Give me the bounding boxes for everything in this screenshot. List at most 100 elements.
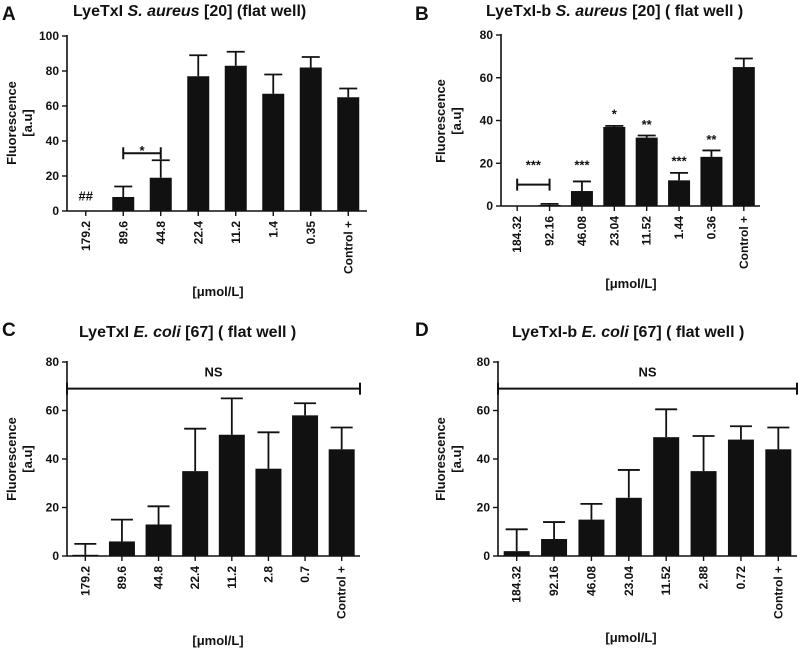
y-tick-label: 0	[483, 549, 490, 563]
x-tick-label: 2.8	[261, 566, 275, 583]
title-organism: S. aureus	[128, 3, 200, 20]
bar	[299, 67, 322, 211]
x-tick-label: Control +	[341, 221, 355, 274]
x-axis-label: [μmol/L]	[605, 630, 656, 645]
bar	[149, 177, 172, 211]
y-axis-label-line: Fluorescence	[4, 417, 19, 501]
bar	[541, 539, 568, 556]
bar	[668, 180, 691, 206]
chart-title: LyeTxI E. coli [67] ( flat well )	[79, 324, 296, 341]
x-tick-label: 0.36	[704, 216, 718, 240]
panel-label: B	[415, 4, 429, 25]
significance-marker: ##	[79, 189, 94, 204]
y-tick-label: 60	[46, 99, 60, 113]
significance-marker: *	[139, 143, 145, 158]
title-part: [67] ( flat well )	[629, 324, 745, 341]
x-tick-label: 22.4	[188, 566, 202, 590]
y-axis-label-line: Fluorescence	[433, 417, 448, 501]
x-tick-label: 23.04	[607, 216, 621, 246]
x-tick-label: 23.04	[622, 566, 636, 596]
bar	[635, 137, 658, 206]
x-tick-label: 179.2	[79, 221, 93, 251]
bar	[145, 524, 172, 556]
panel-label: A	[2, 4, 16, 25]
y-tick-label: 0	[52, 549, 59, 563]
bar	[292, 415, 319, 556]
bar	[653, 437, 680, 556]
bar	[224, 65, 247, 211]
chart-panel-d: D LyeTxI-b E. coli [67] ( flat well ) Fluo…	[415, 320, 798, 645]
bar	[615, 497, 642, 556]
bar	[182, 471, 209, 556]
bar	[603, 126, 626, 206]
y-tick-label: 60	[477, 404, 491, 418]
title-part: LyeTxI-b	[512, 324, 582, 341]
bar	[255, 468, 282, 556]
bar	[727, 439, 754, 556]
y-axis-label-line: [a.u]	[449, 107, 464, 134]
y-tick-label: 80	[480, 28, 494, 42]
y-tick-label: 40	[46, 134, 60, 148]
x-tick-label: 11.2	[229, 221, 243, 244]
significance-marker: ***	[574, 158, 590, 173]
panel-label: D	[415, 320, 429, 341]
chart-panel-b: B LyeTxI-b S. aureus [20] ( flat well ) Fl…	[415, 3, 760, 291]
significance-marker: ***	[671, 153, 687, 168]
y-tick-label: 100	[39, 29, 59, 43]
title-part: [20] ( flat well )	[628, 3, 744, 20]
x-tick-label: 184.32	[510, 216, 524, 253]
bar	[506, 205, 529, 207]
x-tick-label: Control +	[771, 566, 785, 619]
bar	[108, 541, 135, 556]
x-tick-label: 0.7	[298, 566, 312, 583]
x-tick-label: 2.88	[697, 566, 711, 590]
title-organism: E. coli	[582, 324, 630, 341]
significance-marker: NS	[638, 365, 656, 380]
bar	[690, 471, 717, 556]
bar	[337, 97, 360, 211]
x-tick-label: 22.4	[191, 221, 205, 245]
title-organism: E. coli	[134, 324, 182, 341]
x-axis-label: [μmol/L]	[192, 284, 243, 299]
significance-marker: **	[706, 132, 717, 147]
significance-marker: NS	[204, 365, 222, 380]
x-tick-label: 184.32	[510, 566, 524, 603]
x-tick-label: 89.6	[115, 566, 129, 590]
y-axis-label-line: [a.u]	[20, 445, 35, 472]
x-tick-label: Control +	[335, 566, 349, 619]
y-tick-label: 0	[52, 204, 59, 218]
chart-title: LyeTxI S. aureus [20] (flat well)	[73, 3, 306, 20]
x-tick-label: 1.4	[266, 221, 280, 238]
x-axis-label: [μmol/L]	[605, 276, 656, 291]
chart-panel-c: C LyeTxI E. coli [67] ( flat well ) Fluore…	[2, 320, 361, 648]
x-tick-label: 92.16	[547, 566, 561, 596]
y-axis-label-line: [a.u]	[449, 445, 464, 472]
chart-title: LyeTxI-b E. coli [67] ( flat well )	[512, 324, 744, 341]
y-tick-label: 40	[477, 452, 491, 466]
x-tick-label: 11.2	[225, 566, 239, 589]
y-tick-label: 20	[46, 501, 60, 515]
title-part: LyeTxI-b	[486, 3, 556, 20]
x-tick-label: 11.52	[659, 566, 673, 596]
x-tick-label: 1.44	[672, 216, 686, 240]
y-axis-label-line: Fluorescence	[4, 81, 19, 165]
bar	[765, 449, 792, 556]
chart-title: LyeTxI-b S. aureus [20] ( flat well )	[486, 3, 743, 20]
bar	[570, 191, 593, 206]
bar	[328, 449, 355, 556]
x-tick-label: 0.72	[734, 566, 748, 590]
bar	[74, 210, 97, 212]
title-part: LyeTxI	[79, 324, 134, 341]
y-tick-label: 80	[477, 355, 491, 369]
x-tick-label: 46.08	[584, 566, 598, 596]
y-axis-label: Fluorescence[a.u]	[4, 81, 35, 165]
bar	[700, 156, 723, 206]
y-tick-label: 80	[46, 64, 60, 78]
significance-marker: *	[612, 106, 618, 121]
y-axis-label: Fluorescence[a.u]	[433, 417, 464, 501]
x-tick-label: 89.6	[116, 221, 130, 245]
title-part: LyeTxI	[73, 3, 128, 20]
x-tick-label: 179.2	[78, 566, 92, 596]
y-tick-label: 80	[46, 355, 60, 369]
